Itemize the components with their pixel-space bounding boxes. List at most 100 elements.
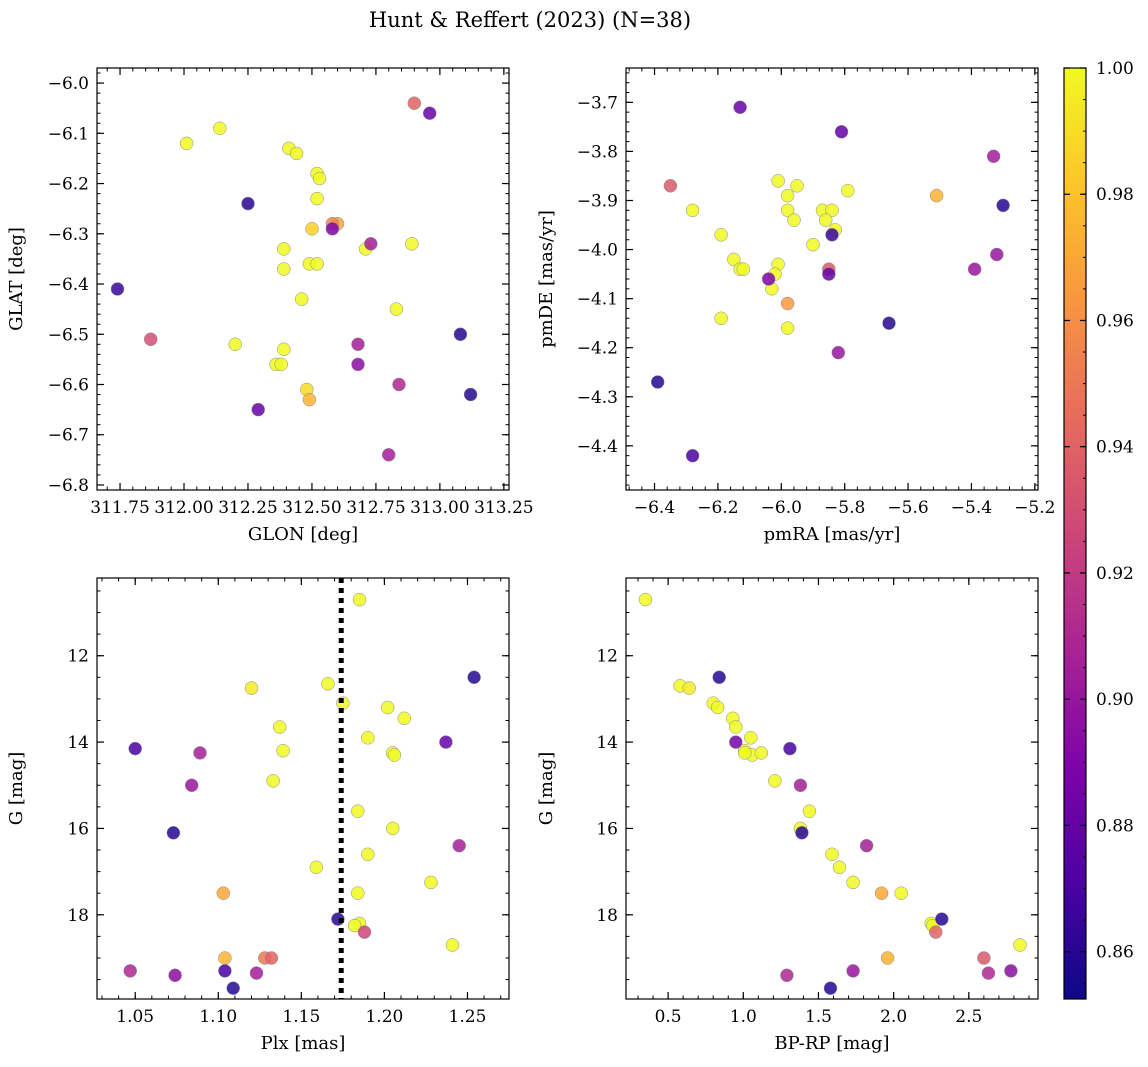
scatter-point bbox=[882, 316, 896, 330]
y-tick-label: −6.5 bbox=[48, 325, 89, 345]
scatter-point bbox=[929, 188, 944, 203]
scatter-point bbox=[405, 237, 419, 251]
scatter-point bbox=[929, 925, 943, 939]
scatter-point bbox=[213, 121, 227, 136]
colorbar-tick-label: 0.90 bbox=[1096, 690, 1134, 710]
y-tick-label: −6.8 bbox=[48, 476, 89, 496]
y-tick-label: 14 bbox=[67, 733, 89, 753]
colorbar-tick-label: 0.94 bbox=[1096, 438, 1134, 458]
y-tick-label: −6.2 bbox=[48, 175, 89, 195]
scatter-point bbox=[787, 213, 801, 227]
y-tick-label: −6.4 bbox=[48, 275, 89, 295]
colorbar-tick-label: 0.86 bbox=[1096, 943, 1134, 963]
scatter-point bbox=[128, 741, 142, 756]
y-tick-label: −4.1 bbox=[577, 290, 618, 310]
scatter-point bbox=[729, 720, 743, 734]
scatter-point bbox=[184, 778, 199, 793]
scatter-point bbox=[380, 700, 395, 715]
scatter-point bbox=[874, 886, 889, 900]
scatter-point bbox=[351, 804, 365, 818]
y-tick-label: −4.0 bbox=[577, 241, 618, 261]
x-tick-label: −6.0 bbox=[761, 498, 802, 518]
figure-title: Hunt & Reffert (2023) (N=38) bbox=[369, 8, 691, 32]
scatter-point bbox=[424, 875, 438, 890]
scatter-point bbox=[710, 700, 725, 715]
scatter-point bbox=[685, 448, 700, 463]
scatter-point bbox=[650, 375, 665, 389]
scatter-point bbox=[832, 860, 847, 875]
y-tick-label: −6.6 bbox=[48, 376, 89, 396]
scatter-point bbox=[738, 746, 752, 760]
scatter-point bbox=[277, 342, 291, 357]
scatter-point bbox=[168, 968, 182, 983]
x-tick-label: 1.25 bbox=[449, 1007, 487, 1027]
scatter-point bbox=[846, 964, 860, 978]
scatter-point bbox=[977, 951, 991, 965]
scatter-point bbox=[1004, 964, 1018, 978]
scatter-point bbox=[361, 847, 375, 862]
scatter-point bbox=[310, 191, 324, 206]
scatter-point bbox=[294, 292, 309, 306]
scatter-point bbox=[266, 774, 280, 788]
scatter-point bbox=[422, 106, 437, 120]
scatter-point bbox=[729, 735, 743, 749]
scatter-point bbox=[712, 670, 726, 685]
scatter-point bbox=[305, 222, 319, 236]
scatter-point bbox=[272, 720, 287, 734]
scatter-point bbox=[351, 357, 365, 372]
scatter-point bbox=[638, 592, 653, 607]
scatter-point bbox=[790, 179, 804, 193]
scatter-point bbox=[880, 951, 895, 965]
scatter-point bbox=[274, 357, 288, 372]
scatter-point bbox=[310, 257, 324, 271]
scatter-point bbox=[143, 332, 158, 347]
y-tick-label: 18 bbox=[596, 906, 618, 926]
y-tick-label: 12 bbox=[596, 647, 618, 667]
scatter-point bbox=[859, 838, 874, 853]
scatter-point bbox=[802, 804, 817, 818]
scatter-point bbox=[193, 746, 207, 760]
y-axis-label: GLAT [deg] bbox=[6, 227, 27, 331]
x-tick-label: −5.4 bbox=[951, 498, 992, 518]
x-tick-label: 1.05 bbox=[116, 1007, 154, 1027]
scatter-point bbox=[453, 327, 468, 342]
scatter-point bbox=[385, 821, 400, 836]
y-tick-label: 18 bbox=[67, 906, 89, 926]
colorbar: 0.86 0.88 0.90 0.92 0.94 0.96 0.98 1.00 bbox=[1063, 59, 1134, 1000]
scatter-point bbox=[397, 711, 412, 726]
axes-frame bbox=[96, 577, 510, 1000]
x-axis-label: Plx [mas] bbox=[261, 1033, 346, 1054]
scatter-points bbox=[638, 592, 1027, 995]
scatter-point bbox=[309, 860, 324, 875]
scatter-point bbox=[754, 746, 769, 760]
scatter-point bbox=[714, 228, 728, 242]
y-tick-label: −3.8 bbox=[577, 142, 618, 162]
x-tick-label: 311.75 bbox=[90, 498, 149, 518]
scatter-point bbox=[166, 826, 181, 840]
y-axis-label: pmDE [mas/yr] bbox=[536, 210, 557, 348]
x-tick-label: −5.8 bbox=[824, 498, 865, 518]
x-tick-label: 2.0 bbox=[880, 1007, 907, 1027]
scatter-point bbox=[347, 918, 362, 933]
scatter-point bbox=[389, 302, 404, 316]
y-tick-label: −4.2 bbox=[577, 339, 618, 359]
scatter-point bbox=[351, 886, 365, 900]
scatter-point bbox=[218, 951, 232, 965]
scatter-point bbox=[439, 735, 453, 749]
scatter-point bbox=[771, 174, 785, 188]
scatter-point bbox=[364, 237, 378, 251]
scatter-point bbox=[682, 681, 696, 695]
scatter-point bbox=[736, 262, 751, 276]
scatter-point bbox=[218, 964, 232, 978]
scatter-point bbox=[251, 402, 265, 417]
scatter-point bbox=[822, 267, 836, 281]
scatter-point bbox=[407, 96, 422, 110]
colorbar-frame bbox=[1063, 67, 1087, 1000]
x-tick-label: 1.5 bbox=[805, 1007, 832, 1027]
scatter-point bbox=[780, 296, 795, 311]
x-tick-label: 312.00 bbox=[154, 498, 213, 518]
scatter-point bbox=[289, 146, 304, 161]
x-tick-label: 0.5 bbox=[655, 1007, 682, 1027]
scatter-point bbox=[361, 731, 375, 745]
scatter-point bbox=[714, 311, 728, 326]
